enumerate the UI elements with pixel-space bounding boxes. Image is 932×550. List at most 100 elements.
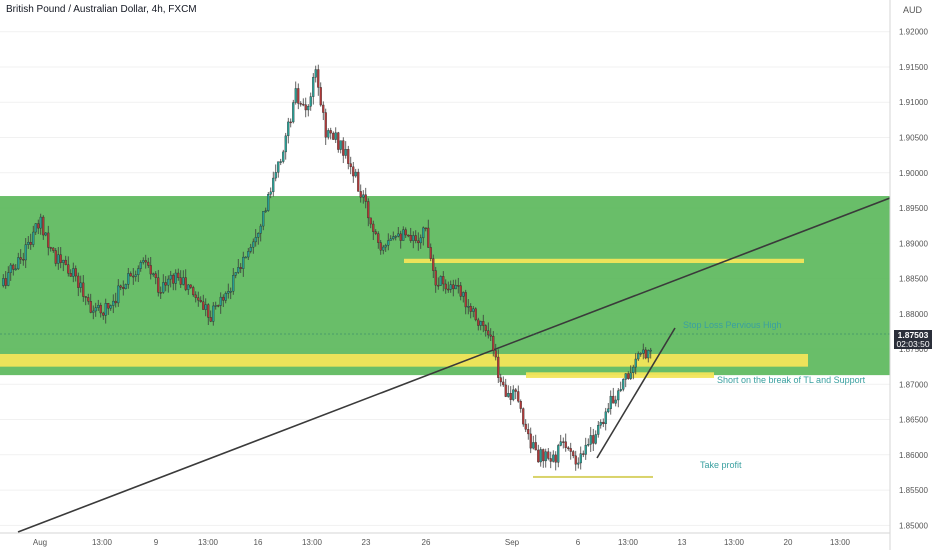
candle-body bbox=[132, 275, 135, 278]
candle bbox=[619, 381, 622, 393]
candle-body bbox=[609, 395, 612, 409]
candle bbox=[27, 236, 30, 249]
candle bbox=[642, 343, 645, 360]
candle bbox=[609, 390, 612, 415]
short-trendline[interactable] bbox=[596, 327, 676, 459]
candle-body bbox=[219, 296, 222, 306]
candle bbox=[242, 251, 245, 277]
candle-body bbox=[62, 259, 65, 263]
candle bbox=[9, 262, 12, 281]
rising-trendline[interactable] bbox=[17, 197, 891, 533]
candle bbox=[177, 268, 180, 281]
candle-body bbox=[202, 301, 205, 310]
candle-body bbox=[364, 194, 367, 202]
candle bbox=[37, 219, 40, 235]
candle bbox=[427, 219, 430, 248]
candle bbox=[462, 291, 465, 303]
candle bbox=[569, 442, 572, 460]
take-profit-line[interactable] bbox=[533, 475, 653, 478]
candle-body bbox=[404, 229, 407, 236]
candle bbox=[497, 349, 500, 383]
candle-body bbox=[542, 449, 545, 462]
candle bbox=[552, 450, 555, 463]
time-tick-label: 13:00 bbox=[92, 538, 113, 547]
candle-body bbox=[334, 132, 337, 140]
candle-body bbox=[644, 349, 647, 359]
candle bbox=[129, 271, 132, 277]
candle-body bbox=[357, 171, 360, 192]
candle-body bbox=[262, 211, 265, 227]
candle bbox=[457, 277, 460, 294]
short-line[interactable] bbox=[526, 372, 714, 378]
candle bbox=[162, 274, 165, 294]
candle bbox=[72, 262, 75, 283]
candle-body bbox=[152, 273, 155, 275]
candle bbox=[399, 230, 402, 249]
candle-body bbox=[189, 284, 192, 288]
candle-body bbox=[489, 334, 492, 337]
stop-loss-line[interactable] bbox=[404, 258, 804, 264]
candle bbox=[104, 298, 107, 324]
candle bbox=[344, 141, 347, 159]
short-annotation[interactable]: Short on the break of TL and Support bbox=[717, 375, 866, 385]
candle bbox=[384, 243, 387, 252]
candle-body bbox=[394, 236, 397, 238]
candle bbox=[117, 279, 120, 307]
candle bbox=[222, 294, 225, 308]
candle bbox=[359, 184, 362, 203]
candle bbox=[387, 233, 390, 251]
candle bbox=[317, 64, 320, 96]
candle-body bbox=[99, 304, 102, 314]
candle-body bbox=[182, 277, 185, 285]
candle-body bbox=[509, 393, 512, 400]
time-tick-label: 13:00 bbox=[618, 538, 639, 547]
candle bbox=[59, 247, 62, 269]
candle bbox=[192, 285, 195, 297]
candle-body bbox=[289, 121, 292, 124]
candle bbox=[97, 299, 100, 311]
candle-body bbox=[419, 237, 422, 244]
candle-body bbox=[527, 429, 530, 435]
candle bbox=[479, 320, 482, 331]
candle-body bbox=[229, 291, 232, 293]
candle-body bbox=[297, 88, 300, 104]
candle-body bbox=[497, 356, 500, 378]
support-line[interactable] bbox=[0, 353, 808, 367]
candle-body bbox=[44, 232, 47, 236]
candle-body bbox=[492, 336, 495, 351]
candle-body bbox=[89, 301, 92, 313]
candle bbox=[279, 158, 282, 166]
candle-body bbox=[559, 441, 562, 446]
candle-body bbox=[167, 278, 170, 286]
candle-body bbox=[434, 270, 437, 286]
candle-body bbox=[359, 191, 362, 198]
candle bbox=[87, 293, 90, 305]
candle bbox=[489, 328, 492, 342]
price-tick-label: 1.86000 bbox=[899, 451, 928, 460]
candle bbox=[204, 298, 207, 317]
candle-body bbox=[517, 391, 520, 402]
candle-body bbox=[439, 276, 442, 286]
candle-body bbox=[502, 381, 505, 386]
candle bbox=[159, 286, 162, 299]
time-tick-label: 26 bbox=[422, 538, 431, 547]
candle bbox=[257, 232, 260, 245]
candle-body bbox=[79, 282, 82, 288]
candle-body bbox=[57, 254, 60, 264]
candle bbox=[447, 281, 450, 293]
candle bbox=[54, 247, 57, 267]
take-profit-annotation[interactable]: Take profit bbox=[700, 460, 742, 470]
stop-loss-annotation[interactable]: Stop Loss Pervious High bbox=[683, 320, 782, 330]
candle bbox=[374, 229, 377, 236]
candle-body bbox=[484, 325, 487, 331]
price-tick-label: 1.91000 bbox=[899, 98, 928, 107]
candle bbox=[349, 156, 352, 175]
candle-body bbox=[572, 451, 575, 457]
candle-body bbox=[342, 140, 345, 156]
candle-body bbox=[204, 304, 207, 310]
candle bbox=[499, 373, 502, 387]
candle bbox=[42, 215, 45, 240]
candle bbox=[217, 304, 220, 308]
candle-body bbox=[589, 435, 592, 445]
